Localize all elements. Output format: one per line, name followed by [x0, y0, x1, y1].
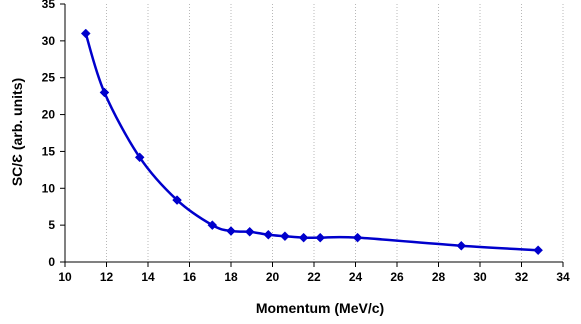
x-tick-label: 30: [473, 270, 487, 284]
x-tick-labels: 10 12 14 16 18 20 22 24 26 28 30 32 34: [58, 270, 570, 284]
y-tick-label: 0: [48, 255, 55, 269]
y-tick-label: 10: [42, 181, 56, 195]
data-point: [456, 240, 467, 251]
x-tick-label: 28: [432, 270, 446, 284]
axes: [60, 3, 564, 267]
y-tick-label: 20: [42, 108, 56, 122]
y-tick-label: 35: [42, 0, 56, 11]
data-point: [533, 245, 543, 256]
x-tick-label: 14: [141, 270, 155, 284]
data-point: [99, 87, 110, 98]
x-tick-label: 20: [266, 270, 280, 284]
data-point: [226, 226, 236, 236]
data-point: [134, 152, 145, 163]
data-point: [172, 195, 182, 205]
y-tick-label: 25: [42, 71, 56, 85]
x-axis-title: Momentum (MeV/c): [256, 300, 384, 316]
y-tick-label: 30: [42, 34, 56, 48]
series: [80, 28, 543, 256]
data-point: [315, 232, 326, 243]
x-tick-label: 18: [224, 270, 238, 284]
x-tick-label: 16: [183, 270, 197, 284]
x-tick-label: 24: [349, 270, 363, 284]
x-tick-label: 10: [58, 270, 72, 284]
y-tick-label: 15: [42, 144, 56, 158]
data-point: [263, 229, 274, 240]
data-point: [298, 232, 309, 243]
data-point: [80, 28, 91, 39]
x-tick-label: 12: [100, 270, 114, 284]
x-tick-label: 34: [556, 270, 570, 284]
series-line: [84, 33, 539, 252]
y-tick-label: 5: [48, 218, 55, 232]
data-point: [207, 220, 218, 230]
data-point: [352, 232, 363, 243]
data-point: [244, 226, 255, 237]
y-tick-labels: 0 5 10 15 20 25 30 35: [42, 0, 56, 269]
x-tick-label: 32: [515, 270, 529, 284]
x-tick-label: 22: [307, 270, 321, 284]
x-tick-label: 26: [390, 270, 404, 284]
x-gridlines: [106, 4, 564, 262]
y-axis-title: SC/Ɛ (arb. units): [9, 78, 25, 186]
data-point: [280, 231, 290, 242]
